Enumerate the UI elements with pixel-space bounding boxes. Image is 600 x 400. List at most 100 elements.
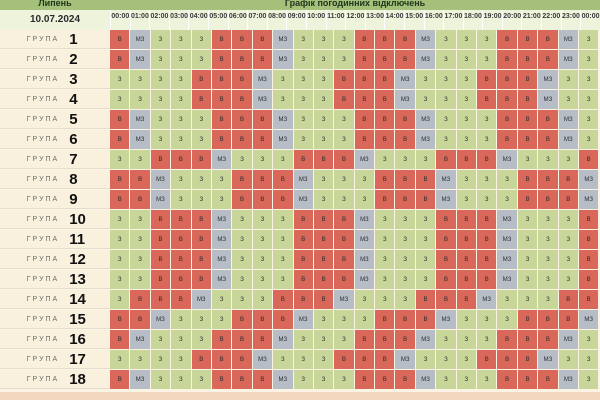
status-cell: В [477,230,498,249]
status-cell: В [171,230,192,249]
status-cell: МЗ [558,30,579,49]
status-cell: З [293,130,314,149]
status-cell: З [538,290,559,309]
status-cell: З [517,230,539,249]
status-cell: З [110,70,131,89]
status-cell: З [293,110,314,129]
status-cell: З [415,90,437,109]
status-cell: З [578,50,600,69]
status-cell: В [211,70,233,89]
status-cell: З [150,50,172,69]
status-cell: В [517,310,539,329]
hour-label: 23:00 [560,10,581,30]
status-cell: МЗ [436,190,457,209]
status-cell: МЗ [211,150,233,169]
hour-label: 20:00 [501,10,522,30]
group-label: ГРУПА 2 [0,50,110,69]
status-cell: В [375,310,396,329]
status-cell: В [252,170,274,189]
status-cell: МЗ [273,130,294,149]
status-cell: З [171,170,192,189]
status-cell: МЗ [130,30,151,49]
status-cell: З [110,290,131,309]
status-cell: З [538,250,559,269]
status-cell: В [395,110,416,129]
status-cell: В [436,290,457,309]
group-number: 6 [69,130,78,148]
status-cell: З [191,130,212,149]
status-cell: З [558,150,579,169]
status-cell: З [130,150,151,169]
status-cell: В [334,270,355,289]
status-cell: В [558,290,579,309]
status-cell: З [578,70,600,89]
status-cell: З [477,190,498,209]
group-label: ГРУПА 16 [0,330,110,349]
status-cell: МЗ [273,370,294,389]
status-cell: З [293,70,314,89]
group-row: ГРУПА 5 В МЗ З З З В В В МЗ З З З В В В МЗ З З З В В В МЗ З [0,110,600,129]
status-cell: З [456,330,478,349]
status-cell: МЗ [436,310,457,329]
status-cell: В [415,310,437,329]
group-cells: В В МЗ З З З В В В МЗ З З З В В В МЗ З З З В В В МЗ [110,310,600,329]
status-cell: З [130,270,151,289]
hour-label: 02:00 [149,10,169,30]
status-cell: З [334,110,355,129]
status-cell: В [517,30,539,49]
status-cell: З [415,250,437,269]
status-cell: В [252,310,274,329]
status-cell: З [395,270,416,289]
status-cell: З [110,270,131,289]
status-cell: З [334,330,355,349]
status-cell: В [456,290,478,309]
status-cell: В [375,110,396,129]
status-cell: МЗ [211,250,233,269]
hour-label: 17:00 [443,10,463,30]
status-cell: В [232,30,253,49]
status-cell: В [538,370,559,389]
status-cell: В [211,50,233,69]
status-cell: З [110,250,131,269]
status-cell: З [415,210,437,229]
status-cell: З [578,90,600,109]
hour-label: 15:00 [403,10,424,30]
schedule-date: 10.07.2024 [29,14,81,25]
status-cell: МЗ [415,130,437,149]
status-cell: МЗ [293,170,314,189]
status-cell: В [558,170,579,189]
status-cell: З [558,230,579,249]
status-cell: В [375,350,396,369]
status-cell: З [313,310,335,329]
group-cells: З З З З В В В МЗ З З З В В В МЗ З З З В В В МЗ З З [110,70,600,89]
status-cell: В [334,350,355,369]
status-cell: В [436,210,457,229]
status-cell: В [130,290,151,309]
status-cell: В [538,170,559,189]
status-cell: З [191,50,212,69]
status-cell: В [130,190,151,209]
status-cell: З [191,310,212,329]
status-cell: З [517,290,539,309]
group-word: ГРУПА [26,175,60,183]
status-cell: МЗ [395,350,416,369]
status-cell: З [436,330,457,349]
status-cell: З [273,270,294,289]
status-cell: З [456,110,478,129]
status-cell: З [273,250,294,269]
group-cells: З З В В В МЗ З З З В В В МЗ З З З В В В МЗ З З З В [110,230,600,249]
status-cell: В [110,130,131,149]
status-cell: З [150,30,172,49]
status-cell: В [171,250,192,269]
status-cell: В [232,330,253,349]
status-cell: МЗ [130,330,151,349]
status-cell: МЗ [558,370,579,389]
status-cell: З [313,110,335,129]
status-cell: В [497,70,518,89]
status-cell: В [517,90,539,109]
group-label: ГРУПА 8 [0,170,110,189]
status-cell: В [578,210,600,229]
status-cell: В [477,210,498,229]
group-number: 15 [69,310,86,328]
status-cell: В [232,130,253,149]
